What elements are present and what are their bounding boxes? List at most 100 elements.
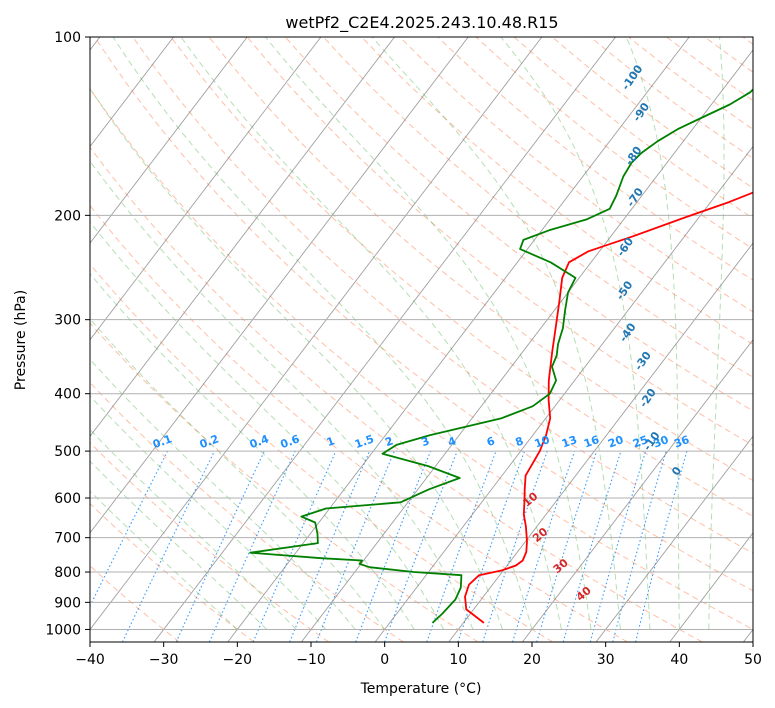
pressure-gridlines xyxy=(90,37,753,630)
y-tick-label: 600 xyxy=(54,491,81,507)
dry-adiabat xyxy=(90,322,479,642)
mixing-ratio-line xyxy=(457,450,526,642)
profile-lines xyxy=(249,88,753,624)
moist-adiabat-label: -20 xyxy=(637,386,659,410)
moist-adiabat xyxy=(180,37,562,630)
mixing-ratio-line xyxy=(315,450,395,642)
mixing-ratio-label: 4 xyxy=(446,434,458,449)
isotherm xyxy=(522,338,753,642)
moist-adiabat-label: 0 xyxy=(669,464,684,478)
x-tick-label: 30 xyxy=(597,652,615,668)
dry-adiabat xyxy=(742,37,753,45)
y-tick-label: 900 xyxy=(54,595,81,611)
x-tick-label: 0 xyxy=(380,652,389,668)
mixing-ratio-label: 8 xyxy=(514,434,526,449)
mixing-ratio-line xyxy=(536,450,598,642)
moist-adiabat xyxy=(500,37,651,630)
isotherm xyxy=(90,37,322,341)
mixing-ratio-label: 20 xyxy=(606,433,625,451)
isotherm xyxy=(595,435,753,642)
dry-adiabat xyxy=(94,37,753,592)
mixing-ratio-line xyxy=(252,450,337,642)
x-tick-label: 40 xyxy=(670,652,688,668)
moist-adiabat xyxy=(90,490,238,630)
plot-frame xyxy=(89,36,754,643)
isotherm xyxy=(448,242,753,642)
mixing-ratio-line xyxy=(90,450,169,608)
isotherm xyxy=(743,628,753,642)
moist-adiabat xyxy=(90,358,356,630)
y-tick-label: 500 xyxy=(54,444,81,460)
dry-adiabat-label: 40 xyxy=(574,584,594,604)
dry-adiabat-label: 30 xyxy=(551,556,571,576)
mixing-ratio-line xyxy=(289,450,371,642)
dry-adiabat xyxy=(361,37,753,345)
y-tick-label: 700 xyxy=(54,531,81,547)
temperature-line xyxy=(464,191,753,624)
y-tick-label: 300 xyxy=(54,313,81,329)
moist-adiabat-label: -40 xyxy=(617,321,639,345)
isotherm xyxy=(227,37,690,642)
background-lines xyxy=(90,37,753,642)
x-tick-label: 50 xyxy=(744,652,762,668)
y-tick-label: 100 xyxy=(54,30,81,46)
dry-adiabat xyxy=(284,37,753,412)
mixing-ratio-label: 1.5 xyxy=(353,432,376,451)
moist-adiabat-label: -80 xyxy=(623,144,645,168)
mixing-ratio-label: 2 xyxy=(383,434,395,449)
isotherm xyxy=(90,37,469,534)
chart-title: wetPf2_C2E4.2025.243.10.48.R15 xyxy=(285,13,558,33)
x-tick-label: −20 xyxy=(223,652,253,668)
moist-adiabat xyxy=(90,160,474,630)
mixing-ratio-line xyxy=(482,450,548,642)
mixing-ratio-label: 3 xyxy=(420,434,432,449)
mixing-ratio-label: 1 xyxy=(325,434,337,449)
mixing-ratio-line xyxy=(612,450,667,642)
moist-adiabat xyxy=(90,460,268,630)
isotherm xyxy=(90,37,395,438)
mixing-ratio-label: 13 xyxy=(560,433,579,450)
moist-adiabat-label: -70 xyxy=(624,185,646,209)
isotherm xyxy=(669,532,753,642)
x-tick-label: 20 xyxy=(523,652,541,668)
moist-adiabat xyxy=(90,395,327,630)
isotherm xyxy=(90,37,248,244)
mixing-ratio-label: 0.1 xyxy=(151,432,174,451)
moist-adiabat xyxy=(90,87,503,630)
y-axis: 100 200 300 400 500 600 700 800 900 1000 xyxy=(45,30,90,638)
isotherm xyxy=(90,37,543,631)
y-tick-label: 200 xyxy=(54,208,81,224)
isotherm xyxy=(153,37,616,642)
dry-adiabat xyxy=(90,381,404,642)
mixing-ratio-line xyxy=(562,450,622,642)
mixing-ratio-label: 25 xyxy=(631,433,650,450)
mixing-ratio-line xyxy=(355,450,432,642)
dry-adiabat xyxy=(90,441,329,642)
y-tick-label: 400 xyxy=(54,387,81,403)
mixing-ratio-line xyxy=(589,450,647,642)
mixing-ratio-label: 0.4 xyxy=(248,432,271,451)
mixing-ratio-line xyxy=(384,450,458,642)
dry-adiabat xyxy=(704,37,753,73)
moist-adiabat-label: -50 xyxy=(613,278,635,302)
mixing-ratio-label: 36 xyxy=(672,433,691,451)
mixing-ratio-line xyxy=(426,450,497,642)
mixing-ratio-label: 10 xyxy=(533,433,552,451)
mixing-ratio-label: 16 xyxy=(582,433,601,451)
x-tick-label: −40 xyxy=(75,652,105,668)
mixing-ratio-line xyxy=(208,450,296,642)
x-tick-label: −10 xyxy=(296,652,326,668)
dry-adiabat xyxy=(246,37,753,446)
x-axis-label: Temperature (°C) xyxy=(360,681,482,697)
moist-adiabat xyxy=(90,272,415,630)
dewpoint-line xyxy=(249,88,753,624)
mixing-ratio-label: 6 xyxy=(485,434,497,449)
mixing-ratio-label: 0.2 xyxy=(198,432,221,451)
moist-adiabat xyxy=(708,37,725,630)
x-tick-label: −30 xyxy=(149,652,179,668)
y-axis-label: Pressure (hPa) xyxy=(13,290,29,390)
moist-adiabat-label: -30 xyxy=(632,349,654,373)
y-tick-label: 1000 xyxy=(45,622,81,638)
moist-adiabat xyxy=(371,37,621,630)
